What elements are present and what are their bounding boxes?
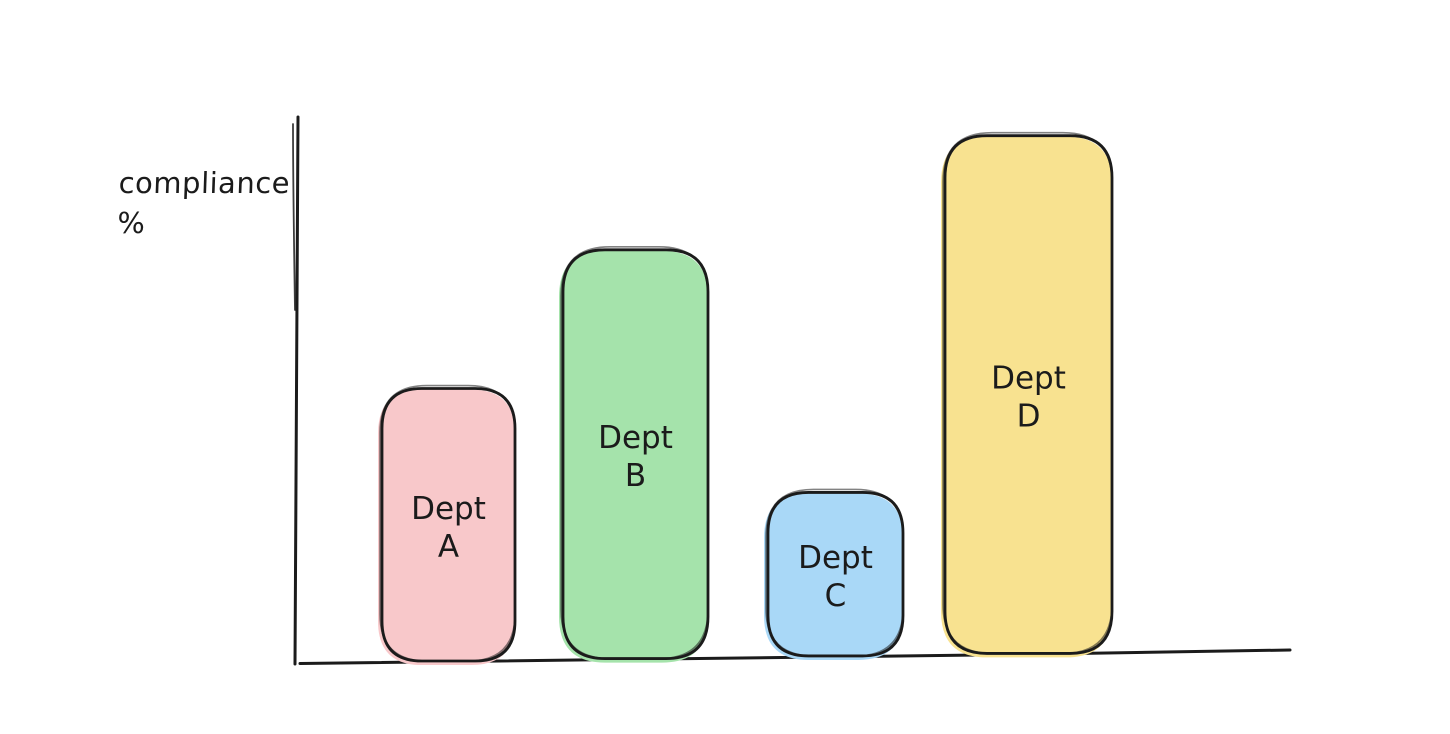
y-axis bbox=[293, 115, 300, 666]
bar-dept-a: Dept A bbox=[378, 384, 517, 666]
bar-outline bbox=[766, 491, 905, 658]
bar-label: Dept D bbox=[991, 361, 1066, 435]
bar-dept-d: Dept D bbox=[941, 131, 1114, 658]
bar-fill bbox=[764, 493, 903, 660]
bar-fill bbox=[941, 136, 1112, 658]
bar-dept-c: Dept C bbox=[764, 488, 905, 660]
bar-dept-b: Dept B bbox=[559, 246, 710, 663]
bar-label: Dept C bbox=[798, 540, 873, 614]
bar-label: Dept B bbox=[598, 420, 673, 494]
bar-label: Dept A bbox=[411, 491, 486, 565]
y-axis-sketch-stroke bbox=[292, 123, 296, 311]
bar-outline bbox=[561, 248, 710, 660]
bar-fill bbox=[559, 250, 708, 663]
bar-outline bbox=[943, 134, 1114, 655]
bars-group: Dept A Dept B Dept C Dept D bbox=[378, 131, 1114, 666]
bar-outline bbox=[380, 387, 517, 663]
bar-fill bbox=[378, 389, 515, 666]
